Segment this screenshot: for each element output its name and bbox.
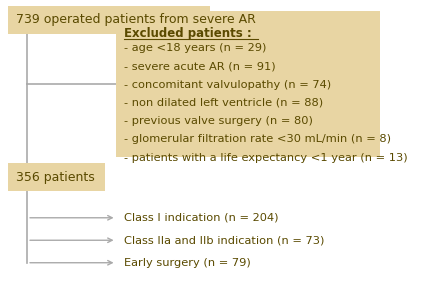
- Text: 739 operated patients from severe AR: 739 operated patients from severe AR: [15, 13, 255, 26]
- Text: - previous valve surgery (n = 80): - previous valve surgery (n = 80): [124, 116, 313, 126]
- FancyBboxPatch shape: [117, 11, 381, 157]
- Text: Excluded patients :: Excluded patients :: [124, 27, 252, 40]
- Text: Class I indication (n = 204): Class I indication (n = 204): [124, 213, 279, 223]
- Text: - concomitant valvulopathy (n = 74): - concomitant valvulopathy (n = 74): [124, 80, 331, 90]
- Text: Class IIa and IIb indication (n = 73): Class IIa and IIb indication (n = 73): [124, 235, 325, 245]
- Text: - severe acute AR (n = 91): - severe acute AR (n = 91): [124, 61, 276, 71]
- FancyBboxPatch shape: [8, 163, 105, 191]
- Text: Early surgery (n = 79): Early surgery (n = 79): [124, 258, 251, 268]
- FancyBboxPatch shape: [8, 6, 209, 34]
- Text: - glomerular filtration rate <30 mL/min (n = 8): - glomerular filtration rate <30 mL/min …: [124, 134, 391, 144]
- Text: 356 patients: 356 patients: [15, 171, 94, 183]
- Text: - patients with a life expectancy <1 year (n = 13): - patients with a life expectancy <1 yea…: [124, 153, 408, 163]
- Text: - non dilated left ventricle (n = 88): - non dilated left ventricle (n = 88): [124, 98, 323, 108]
- Text: - age <18 years (n = 29): - age <18 years (n = 29): [124, 43, 267, 53]
